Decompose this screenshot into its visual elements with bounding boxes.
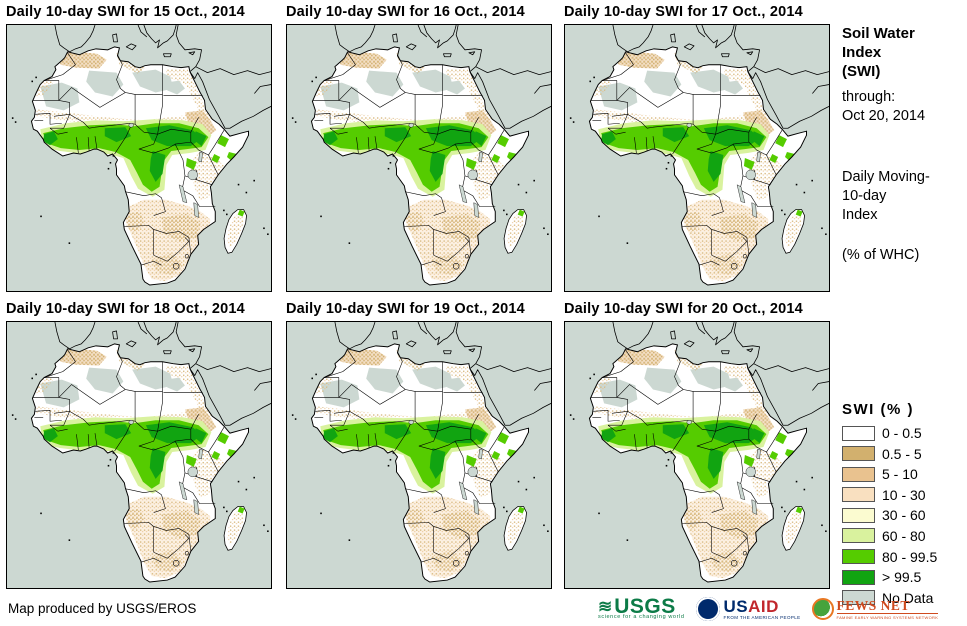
sidebar-subtitle-line: Index	[842, 207, 878, 223]
africa-map	[564, 321, 830, 589]
usaid-logo: USAID FROM THE AMERICAN PEOPLE	[695, 596, 801, 621]
sidebar-through: through: Oct 20, 2014	[842, 88, 964, 126]
legend: SWI (% ) 0 - 0.5 0.5 - 5 5 - 10 10 - 30 …	[842, 401, 967, 610]
fewsnet-tagline: FAMINE EARLY WARNING SYSTEMS NETWORK	[836, 614, 939, 620]
legend-label: 5 - 10	[882, 466, 918, 483]
usgs-tagline: science for a changing world	[598, 614, 685, 620]
map-title: Daily 10-day SWI for 17 Oct., 2014	[564, 4, 803, 20]
sidebar-title-line: (SWI)	[842, 63, 881, 80]
legend-header: SWI (% )	[842, 401, 914, 418]
legend-label: 60 - 80	[882, 527, 926, 544]
legend-row: 10 - 30	[842, 487, 967, 503]
legend-row: 0 - 0.5	[842, 425, 967, 441]
sidebar: Soil Water Index (SWI) through: Oct 20, …	[842, 24, 964, 263]
africa-map	[6, 321, 272, 589]
map-title: Daily 10-day SWI for 18 Oct., 2014	[6, 301, 245, 317]
legend-label: > 99.5	[882, 569, 922, 586]
sidebar-units: (% of WHC)	[842, 247, 920, 263]
through-label: through:	[842, 89, 896, 105]
legend-label: No Data	[882, 589, 934, 606]
map-panel-oct20: Daily 10-day SWI for 20 Oct., 2014	[564, 300, 832, 589]
usgs-logo-text: USGS	[614, 595, 676, 618]
usgs-logo: ≋ USGS science for a changing world	[598, 595, 685, 620]
legend-row: 80 - 99.5	[842, 549, 967, 565]
legend-swatch	[842, 528, 875, 544]
africa-map	[6, 24, 272, 292]
credit-text: Map produced by USGS/EROS	[8, 601, 197, 616]
sidebar-subtitle-line: 10-day	[842, 188, 887, 204]
legend-swatch	[842, 549, 875, 565]
africa-map	[286, 321, 552, 589]
legend-label: 10 - 30	[882, 486, 926, 503]
usgs-wave-icon: ≋	[598, 597, 613, 616]
map-title: Daily 10-day SWI for 20 Oct., 2014	[564, 301, 803, 317]
usaid-tagline: FROM THE AMERICAN PEOPLE	[723, 614, 801, 620]
fewsnet-globe-icon	[811, 598, 834, 620]
africa-map	[286, 24, 552, 292]
sidebar-title-line: Index	[842, 44, 882, 61]
map-title: Daily 10-day SWI for 15 Oct., 2014	[6, 4, 245, 20]
fewsnet-logo: FEWS NET FAMINE EARLY WARNING SYSTEMS NE…	[811, 598, 939, 620]
map-panel-oct16: Daily 10-day SWI for 16 Oct., 2014	[286, 3, 554, 292]
through-date: Oct 20, 2014	[842, 108, 926, 124]
legend-swatch	[842, 507, 875, 523]
sidebar-title: Soil Water Index (SWI)	[842, 24, 964, 81]
legend-swatch	[842, 425, 875, 441]
map-panel-oct15: Daily 10-day SWI for 15 Oct., 2014	[6, 3, 274, 292]
legend-label: 30 - 60	[882, 507, 926, 524]
map-panel-oct18: Daily 10-day SWI for 18 Oct., 2014	[6, 300, 274, 589]
sidebar-subtitle: Daily Moving- 10-day Index	[842, 168, 964, 225]
legend-row: 0.5 - 5	[842, 446, 967, 462]
legend-row: No Data	[842, 590, 967, 606]
legend-label: 0 - 0.5	[882, 425, 922, 441]
africa-map	[564, 24, 830, 292]
sidebar-title-line: Soil Water	[842, 25, 915, 42]
footer-logos: ≋ USGS science for a changing world USAI…	[598, 593, 939, 625]
map-title: Daily 10-day SWI for 19 Oct., 2014	[286, 301, 525, 317]
map-panel-oct19: Daily 10-day SWI for 19 Oct., 2014	[286, 300, 554, 589]
map-title: Daily 10-day SWI for 16 Oct., 2014	[286, 4, 525, 20]
legend-swatch	[842, 487, 875, 503]
usaid-seal-icon	[695, 597, 720, 621]
legend-row: 30 - 60	[842, 507, 967, 523]
map-panel-oct17: Daily 10-day SWI for 17 Oct., 2014	[564, 3, 832, 292]
usaid-logo-text: USAID	[723, 596, 779, 616]
fewsnet-logo-text: FEWS NET	[836, 598, 939, 614]
legend-row: > 99.5	[842, 569, 967, 585]
legend-swatch	[842, 590, 875, 606]
legend-row: 5 - 10	[842, 466, 967, 482]
legend-label: 0.5 - 5	[882, 445, 922, 462]
legend-label: 80 - 99.5	[882, 548, 938, 565]
legend-swatch	[842, 466, 875, 482]
sidebar-subtitle-line: Daily Moving-	[842, 169, 930, 185]
legend-swatch	[842, 569, 875, 585]
legend-swatch	[842, 446, 875, 462]
legend-row: 60 - 80	[842, 528, 967, 544]
